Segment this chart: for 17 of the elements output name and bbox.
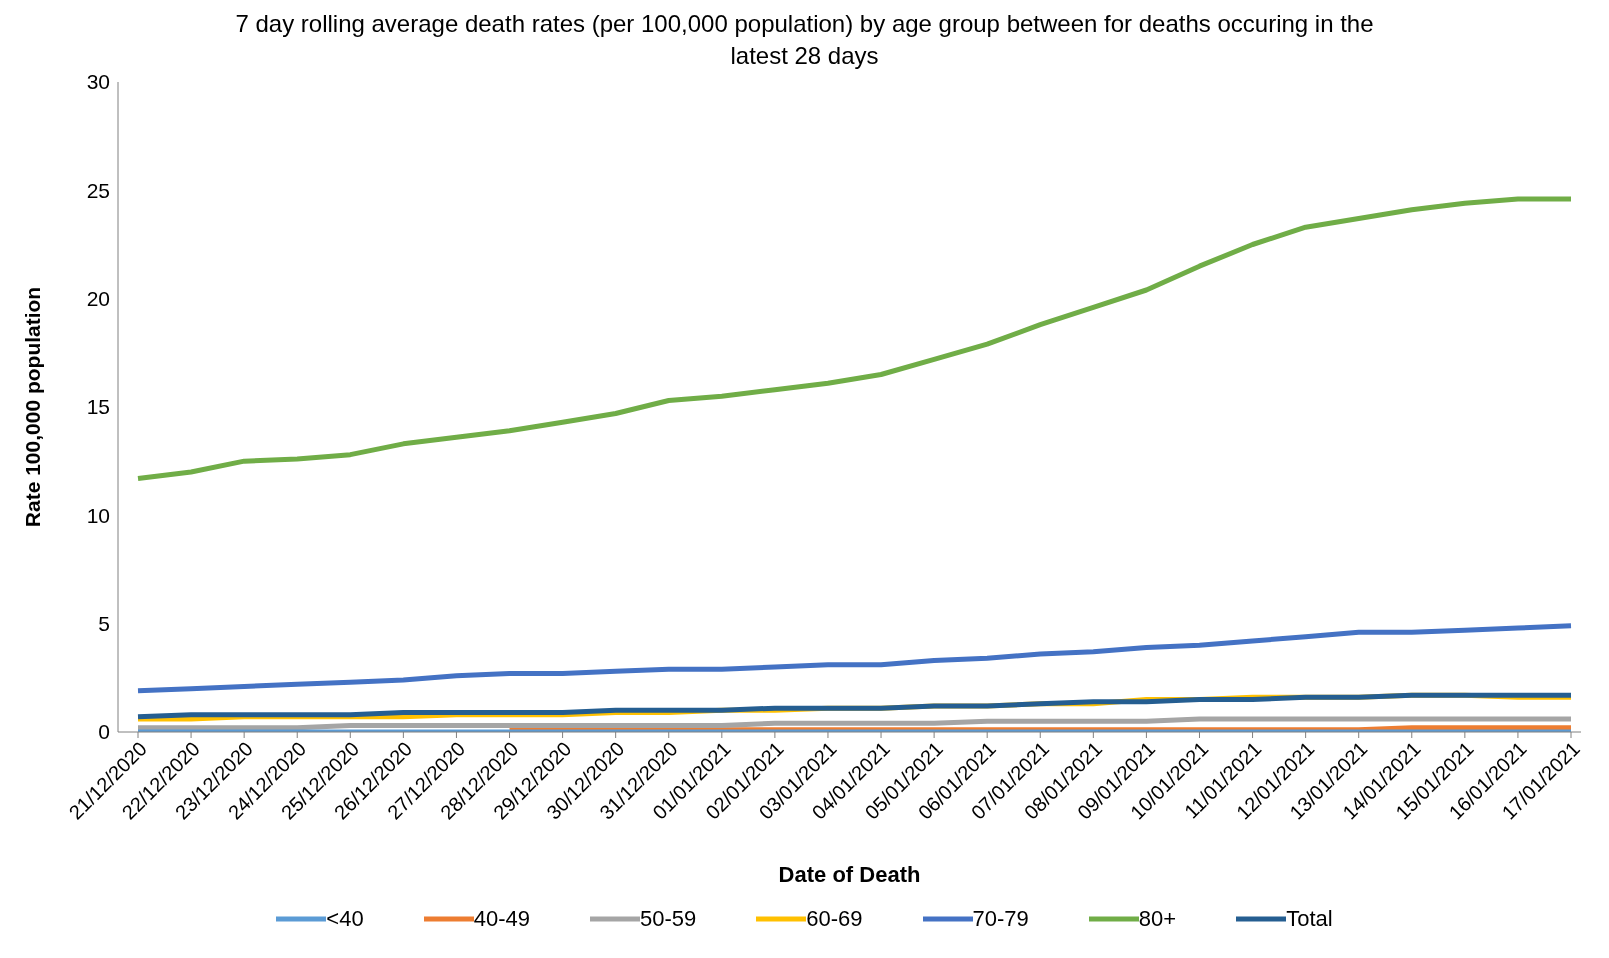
legend-label: 40-49 bbox=[473, 906, 530, 932]
y-tick-label: 25 bbox=[86, 178, 110, 202]
chart-title: 7 day rolling average death rates (per 100,000 population) by age group between for deaths occuring in the latest 28 days bbox=[234, 9, 1375, 71]
y-tick-label: 0 bbox=[98, 720, 110, 744]
y-tick-label: 15 bbox=[86, 395, 110, 419]
legend-label: <40 bbox=[326, 906, 364, 932]
x-axis-title: Date of Death bbox=[778, 862, 921, 887]
legend-label: 70-79 bbox=[972, 906, 1029, 932]
y-tick-label: 5 bbox=[98, 612, 110, 636]
legend-label: 80+ bbox=[1138, 906, 1177, 932]
y-tick-label: 20 bbox=[86, 287, 110, 311]
y-tick-label: 30 bbox=[86, 70, 110, 94]
legend-label: 60-69 bbox=[806, 906, 863, 932]
y-axis-title: Rate 100,000 population bbox=[21, 286, 45, 528]
legend-label: 50-59 bbox=[639, 906, 697, 932]
legend-label: Total bbox=[1286, 906, 1333, 932]
y-tick-label: 10 bbox=[86, 503, 110, 527]
